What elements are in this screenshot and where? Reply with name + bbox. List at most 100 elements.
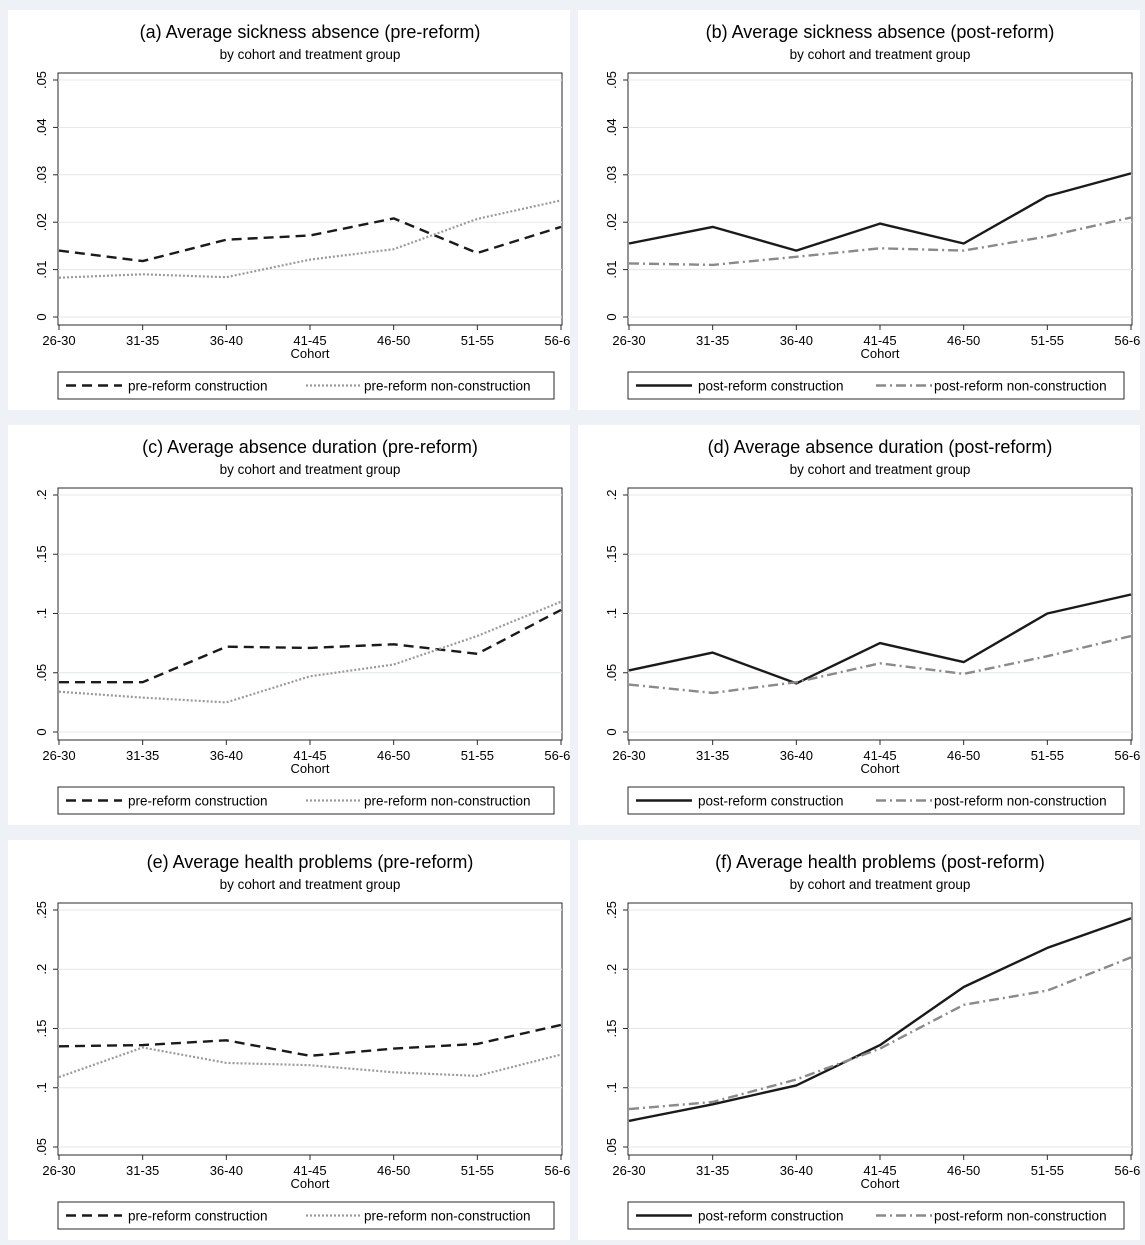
x-tick-label: 36-40 [780, 333, 813, 348]
x-tick-label: 31-35 [696, 333, 729, 348]
x-tick-label: 31-35 [126, 333, 159, 348]
y-tick-label: .04 [34, 118, 49, 136]
chart-subtitle: by cohort and treatment group [790, 462, 971, 477]
x-tick-label: 51-55 [461, 333, 494, 348]
legend-label: pre-reform construction [128, 379, 268, 394]
y-tick-label: .25 [604, 901, 619, 919]
y-tick-label: .15 [604, 1019, 619, 1037]
y-tick-label: .1 [604, 1082, 619, 1093]
chart-subtitle: by cohort and treatment group [790, 47, 971, 62]
series-line-1 [628, 593, 1132, 685]
x-tick-label: 26-30 [42, 333, 75, 348]
x-tick-label: 51-55 [1031, 748, 1064, 763]
y-tick-label: .05 [604, 664, 619, 682]
x-tick-label: 41-45 [293, 1163, 326, 1178]
chart-title: (e) Average health problems (pre-reform) [147, 852, 474, 872]
x-tick-label: 46-50 [947, 1163, 980, 1178]
legend-label: post-reform construction [698, 379, 844, 394]
x-tick-label: 41-45 [863, 1163, 896, 1178]
legend-label: post-reform non-construction [934, 379, 1107, 394]
series-line-2 [58, 1046, 562, 1079]
x-tick-label: 26-30 [612, 1163, 645, 1178]
x-tick-label: 56-60 [1114, 1163, 1140, 1178]
series-line-2 [628, 634, 1132, 695]
x-axis-label: Cohort [290, 1176, 329, 1191]
x-tick-label: 41-45 [293, 748, 326, 763]
x-axis-label: Cohort [290, 761, 329, 776]
chart-panel-e: (e) Average health problems (pre-reform)… [8, 840, 578, 1240]
x-tick-label: 26-30 [612, 333, 645, 348]
y-tick-label: .2 [34, 490, 49, 501]
y-tick-label: .03 [604, 166, 619, 184]
chart-svg-d: (d) Average absence duration (post-refor… [604, 437, 1145, 815]
y-tick-label: .2 [604, 490, 619, 501]
x-axis-label: Cohort [860, 346, 899, 361]
chart-subtitle: by cohort and treatment group [790, 877, 971, 892]
y-tick-label: .15 [34, 545, 49, 563]
y-tick-label: .03 [34, 166, 49, 184]
x-tick-label: 56-60 [544, 1163, 570, 1178]
x-tick-label: 51-55 [1031, 333, 1064, 348]
y-tick-label: .15 [34, 1019, 49, 1037]
y-tick-label: .05 [34, 1138, 49, 1156]
chart-panel-d: (d) Average absence duration (post-refor… [578, 425, 1145, 825]
series-line-1 [628, 172, 1132, 252]
chart-panel-f: (f) Average health problems (post-reform… [578, 840, 1145, 1240]
y-tick-label: .1 [34, 1082, 49, 1093]
x-tick-label: 31-35 [696, 748, 729, 763]
y-tick-label: 0 [604, 313, 619, 320]
series-line-1 [59, 608, 562, 684]
series-line-2 [58, 199, 562, 279]
x-tick-label: 26-30 [42, 1163, 75, 1178]
y-tick-label: .2 [604, 964, 619, 975]
x-tick-label: 36-40 [210, 748, 243, 763]
x-tick-label: 41-45 [863, 748, 896, 763]
plot-area [57, 72, 563, 326]
x-tick-label: 46-50 [377, 333, 410, 348]
x-tick-label: 41-45 [863, 333, 896, 348]
x-tick-label: 46-50 [377, 748, 410, 763]
legend-box [57, 786, 555, 815]
y-tick-label: .05 [34, 664, 49, 682]
series-line-1 [58, 217, 562, 263]
chart-subtitle: by cohort and treatment group [220, 462, 401, 477]
chart-title: (b) Average sickness absence (post-refor… [706, 22, 1055, 42]
series-line-2 [628, 956, 1132, 1111]
x-axis-label: Cohort [860, 761, 899, 776]
x-tick-label: 56-60 [544, 748, 570, 763]
y-tick-label: .05 [604, 71, 619, 89]
legend-label: pre-reform non-construction [364, 379, 531, 394]
y-tick-label: .05 [34, 71, 49, 89]
y-tick-label: .01 [34, 261, 49, 279]
y-tick-label: .02 [604, 213, 619, 231]
x-tick-label: 56-60 [544, 333, 570, 348]
chart-svg-a: (a) Average sickness absence (pre-reform… [34, 22, 578, 400]
series-line-1 [58, 1023, 562, 1058]
plot-area [627, 72, 1133, 326]
legend-label: pre-reform non-construction [364, 1209, 531, 1224]
y-tick-label: .02 [34, 213, 49, 231]
legend-label: post-reform construction [698, 1209, 844, 1224]
x-tick-label: 41-45 [293, 333, 326, 348]
legend-label: pre-reform non-construction [364, 794, 531, 809]
y-tick-label: 0 [604, 728, 619, 735]
chart-title: (c) Average absence duration (pre-reform… [142, 437, 478, 457]
x-tick-label: 26-30 [42, 748, 75, 763]
y-tick-label: .2 [34, 964, 49, 975]
x-tick-label: 36-40 [780, 1163, 813, 1178]
y-tick-label: .05 [604, 1138, 619, 1156]
x-tick-label: 31-35 [126, 1163, 159, 1178]
x-tick-label: 51-55 [461, 748, 494, 763]
series-line-1 [628, 917, 1132, 1123]
x-tick-label: 26-30 [612, 748, 645, 763]
x-tick-label: 36-40 [780, 748, 813, 763]
legend-box [57, 1201, 555, 1230]
x-tick-label: 46-50 [947, 333, 980, 348]
x-tick-label: 31-35 [696, 1163, 729, 1178]
chart-svg-e: (e) Average health problems (pre-reform)… [34, 852, 578, 1230]
chart-panel-b: (b) Average sickness absence (post-refor… [578, 10, 1145, 410]
x-tick-label: 36-40 [210, 333, 243, 348]
series-line-2 [628, 216, 1132, 267]
y-tick-label: .1 [604, 608, 619, 619]
chart-svg-b: (b) Average sickness absence (post-refor… [604, 22, 1145, 400]
